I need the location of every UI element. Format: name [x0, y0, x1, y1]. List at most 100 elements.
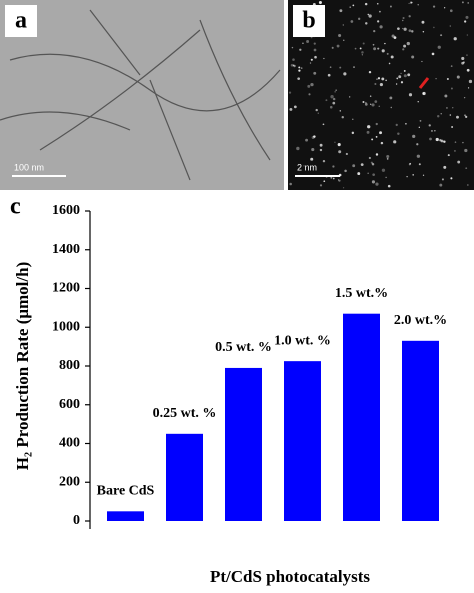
- atom-dot: [338, 179, 341, 182]
- atom-dot: [370, 103, 372, 105]
- atom-dot: [343, 39, 345, 41]
- atom-dot: [377, 47, 380, 50]
- atom-dot: [298, 69, 301, 72]
- atom-dot: [380, 141, 384, 145]
- atom-dot: [364, 103, 368, 106]
- atom-dots: [288, 1, 473, 189]
- atom-dot: [409, 162, 412, 165]
- atom-dot: [366, 130, 370, 134]
- y-tick-label: 0: [73, 513, 80, 528]
- atom-dot: [408, 93, 413, 97]
- atom-dot: [302, 42, 304, 45]
- atom-dot: [313, 48, 317, 52]
- atom-dot: [322, 159, 326, 163]
- atom-dot: [309, 62, 312, 64]
- atom-dot: [422, 31, 425, 33]
- atom-dot: [462, 141, 464, 144]
- atom-dot: [402, 17, 405, 20]
- atom-dot: [421, 60, 423, 63]
- atom-dot: [390, 55, 394, 59]
- atom-dot: [362, 101, 365, 104]
- bar-label: 1.5 wt.%: [335, 286, 388, 301]
- atom-dot: [327, 73, 331, 77]
- atom-dot: [440, 139, 444, 143]
- atom-dot: [339, 9, 343, 13]
- atom-dot: [352, 118, 354, 120]
- atom-dot: [290, 63, 294, 67]
- atom-dot: [332, 177, 335, 180]
- atom-dot: [349, 6, 351, 8]
- atom-dot: [329, 66, 332, 68]
- atom-dot: [411, 55, 415, 59]
- y-tick-label: 400: [59, 436, 80, 451]
- atom-dot: [446, 78, 449, 81]
- atom-dot: [452, 107, 454, 109]
- atom-dot: [375, 135, 378, 138]
- atom-dot: [408, 29, 412, 33]
- atom-dot: [454, 141, 457, 143]
- atom-dot: [444, 7, 446, 9]
- bar-label: Bare CdS: [97, 484, 155, 499]
- atom-dot: [439, 183, 443, 187]
- atom-dot: [405, 122, 407, 125]
- atom-dot: [418, 126, 420, 129]
- atom-dot: [384, 42, 386, 45]
- atom-dot: [381, 77, 385, 81]
- atom-dot: [440, 113, 442, 115]
- atom-dot: [293, 105, 297, 109]
- atom-dot: [332, 97, 336, 101]
- atom-dot: [400, 72, 402, 75]
- atom-dot: [334, 141, 336, 144]
- atom-dot: [373, 47, 377, 51]
- atom-dot: [313, 42, 316, 45]
- atom-dot: [331, 46, 334, 49]
- atom-dot: [292, 58, 295, 61]
- atom-dot: [373, 29, 376, 33]
- atom-dot: [465, 15, 469, 19]
- atom-dot: [466, 34, 469, 36]
- atom-dot: [342, 24, 345, 26]
- atom-dot: [368, 70, 372, 74]
- atom-dot: [342, 187, 345, 189]
- atom-dot: [393, 36, 397, 39]
- atom-dot: [412, 174, 414, 176]
- atom-dot: [432, 5, 436, 8]
- atom-dot: [354, 47, 357, 50]
- atom-dot: [385, 79, 387, 82]
- atom-dot: [434, 130, 436, 132]
- atom-dot: [428, 124, 431, 127]
- atom-dot: [343, 72, 347, 76]
- atom-dot: [339, 110, 342, 112]
- atom-dot: [396, 77, 399, 80]
- atom-dot: [441, 178, 444, 181]
- atom-dot: [390, 106, 393, 109]
- atom-dot: [374, 100, 378, 103]
- atom-dot: [468, 79, 473, 84]
- atom-dot: [461, 1, 464, 4]
- y-tick-label: 1600: [52, 203, 80, 218]
- atom-dot: [368, 14, 372, 18]
- atom-dot: [402, 48, 405, 51]
- atom-dot: [375, 182, 379, 186]
- atom-dot: [419, 119, 422, 122]
- tem-image: [0, 0, 284, 190]
- atom-dot: [322, 123, 325, 126]
- atom-dot: [352, 4, 355, 7]
- bar: [284, 361, 321, 521]
- atom-dot: [371, 138, 374, 141]
- atom-dot: [418, 163, 421, 166]
- atom-dot: [359, 47, 362, 50]
- atom-dot: [464, 148, 468, 153]
- atom-dot: [338, 34, 342, 38]
- atom-dot: [330, 176, 333, 179]
- atom-dot: [360, 163, 364, 167]
- atom-dot: [433, 26, 435, 29]
- bar-label: 1.0 wt. %: [274, 333, 331, 348]
- atom-dot: [371, 103, 375, 107]
- atom-dot: [449, 9, 453, 13]
- bar-label: 2.0 wt.%: [394, 313, 447, 328]
- atom-dot: [310, 82, 314, 87]
- y-tick-label: 200: [59, 474, 80, 489]
- atom-dot: [386, 52, 389, 55]
- bar: [166, 433, 203, 521]
